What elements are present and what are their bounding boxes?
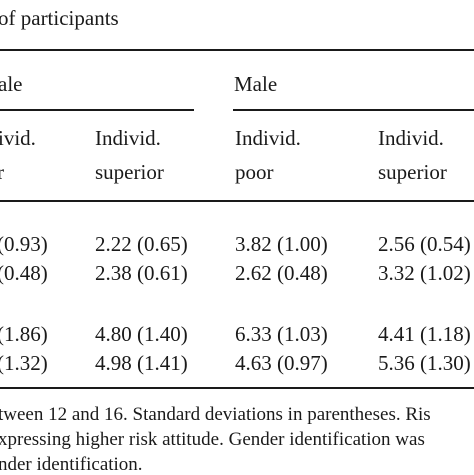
table-cell: 4.80 (1.40) (95, 322, 188, 346)
table-cell: (0.93) (0, 232, 48, 256)
column-header-line2: superior (95, 160, 164, 184)
table-cell: (1.32) (0, 351, 48, 375)
column-header-line1: Individ. (235, 126, 301, 150)
footnote-line: nder identification. (0, 454, 143, 475)
table-cell: (0.48) (0, 261, 48, 285)
table-cell: 5.36 (1.30) (378, 351, 471, 375)
table-cell: 6.33 (1.03) (235, 322, 328, 346)
table-cell: 3.32 (1.02) (378, 261, 471, 285)
group-rule-male (233, 109, 474, 111)
header-rule (0, 200, 474, 202)
table-cell: 2.38 (0.61) (95, 261, 188, 285)
column-header-line1: Individ. (378, 126, 444, 150)
table-cell: 4.41 (1.18) (378, 322, 471, 346)
footnote-line: xpressing higher risk attitude. Gender i… (0, 429, 425, 450)
top-rule (0, 49, 474, 51)
column-header-line2: r (0, 160, 4, 184)
table-cell: 2.22 (0.65) (95, 232, 188, 256)
group-rule-female (0, 109, 194, 111)
column-header-line2: poor (235, 160, 274, 184)
column-header-line2: superior (378, 160, 447, 184)
table-caption: of participants (0, 6, 119, 30)
group-header-female: ale (0, 72, 23, 96)
table-cell: 4.98 (1.41) (95, 351, 188, 375)
column-header-line1: Individ. (95, 126, 161, 150)
table-cell: 4.63 (0.97) (235, 351, 328, 375)
table-cell: (1.86) (0, 322, 48, 346)
table-cell: 2.56 (0.54) (378, 232, 471, 256)
table-cell: 2.62 (0.48) (235, 261, 328, 285)
bottom-rule (0, 387, 474, 389)
group-header-male: Male (234, 72, 278, 96)
footnote-line: tween 12 and 16. Standard deviations in … (0, 404, 431, 425)
column-header-line1: ivid. (0, 126, 36, 150)
table-cell: 3.82 (1.00) (235, 232, 328, 256)
